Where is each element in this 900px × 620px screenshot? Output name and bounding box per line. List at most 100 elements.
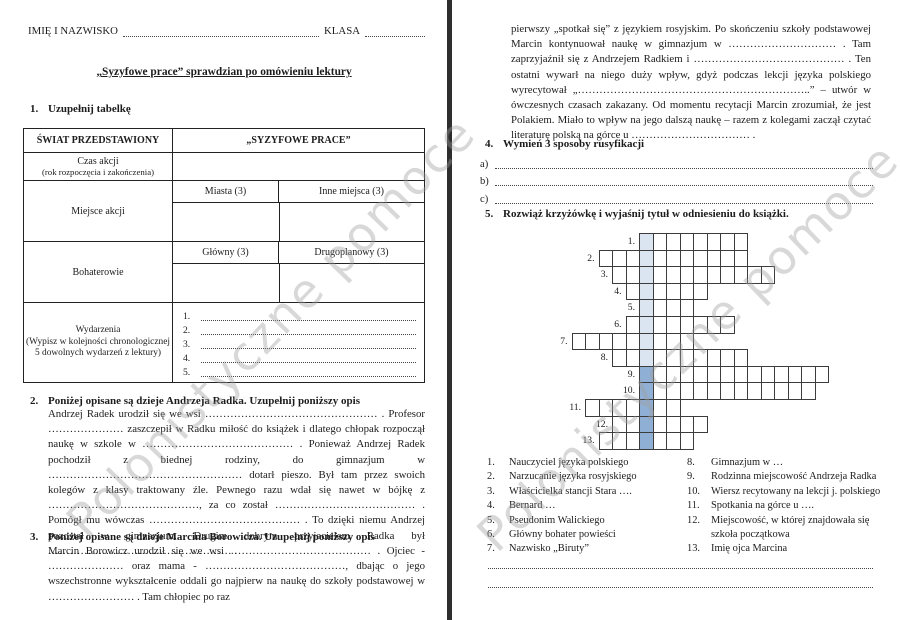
clue-item: 12. Miejscowość, w której znajdowała się … <box>687 514 892 543</box>
crossword-cell <box>666 299 681 317</box>
event-dotted-line <box>201 337 416 349</box>
question-number: 1. <box>30 103 39 115</box>
clue-text: Spotkania na górce u …. <box>711 500 815 512</box>
crossword-cell <box>666 249 681 268</box>
event-number: 2. <box>183 324 191 336</box>
question-4-heading: 4. Wymień 3 sposoby rusyfikacji <box>485 138 885 151</box>
crossword-cell <box>598 332 613 351</box>
question-text: Uzupełnij tabelkę <box>48 103 131 115</box>
crossword-cell <box>679 249 694 268</box>
crossword-row-number: 6. <box>614 319 622 330</box>
miejsce-answer-cells <box>173 203 424 241</box>
crossword-cell <box>706 382 721 400</box>
crossword-row <box>598 249 748 268</box>
crossword-row <box>639 382 816 400</box>
clue-text: Właścicielka stancji Stara …. <box>509 485 632 497</box>
crossword-clues-right: 8. Gimnazjum w … 9. Rodzinna miejscowość An… <box>687 456 892 557</box>
crossword-row-number: 1. <box>627 236 635 247</box>
crossword-cell <box>693 365 708 384</box>
event-blank-line: 5. <box>183 365 416 378</box>
inne-miejsca-answer-cell <box>280 203 424 241</box>
row-label-czas: Czas akcji (rok rozpoczęcia i zakończeni… <box>24 153 173 180</box>
clue-item: 5. Pseudonim Walickiego <box>487 514 682 528</box>
crossword-cell <box>720 233 735 251</box>
crossword-cell <box>693 316 708 334</box>
crossword-cell <box>612 415 627 434</box>
clue-item: 1. Nauczyciel języka polskiego <box>487 456 682 470</box>
crossword-row-number: 9. <box>627 368 635 380</box>
czas-line2: (rok rozpoczęcia i zakończenia) <box>41 167 155 177</box>
crossword-cell <box>625 349 640 367</box>
crossword-cell <box>693 415 708 434</box>
wydarzenia-line2: (Wypisz w kolejności chronologicznej <box>26 336 170 347</box>
crossword-cell <box>625 415 640 434</box>
miejsce-subheaders: Miasta (3) Inne miejsca (3) <box>173 181 424 203</box>
worksheet-page-2: Polonistyczne pomoce pierwszy „spotkał s… <box>452 0 900 620</box>
wydarzenia-line3: 5 dowolnych wydarzeń z lektury) <box>35 348 161 359</box>
crossword-cell <box>733 349 748 367</box>
crossword-cell <box>612 332 627 351</box>
clue-text: Imię ojca Marcina <box>711 543 788 555</box>
clue-item: 13. Imię ojca Marcina <box>687 542 892 556</box>
crossword-key-cell <box>639 382 654 400</box>
crossword-cell <box>679 266 694 284</box>
crossword-cell <box>679 432 694 450</box>
crossword-cell <box>666 233 681 251</box>
table-row-miejsce: Miejsce akcji Miasta (3) Inne miejsca (3… <box>24 180 424 241</box>
crossword-cell <box>612 249 627 268</box>
line-label: b) <box>480 176 489 188</box>
crossword-cell <box>598 249 613 268</box>
bohaterowie-subheaders: Główny (3) Drugoplanowy (3) <box>173 242 424 264</box>
crossword-row-number: 11. <box>569 402 581 413</box>
crossword-cell <box>652 382 667 400</box>
clue-text: Gimnazjum w … <box>711 457 784 468</box>
crossword-row-number: 8. <box>600 352 608 364</box>
crossword-row-number: 7. <box>560 335 568 347</box>
clue-number: 4. <box>487 500 495 512</box>
clue-text: Wiersz recytowany na lekcji j. polskiego <box>711 485 881 497</box>
crossword-cell <box>598 432 613 450</box>
crossword-cell <box>585 399 600 417</box>
crossword-cell <box>652 349 667 367</box>
clue-item: 4. Bernard … <box>487 499 682 513</box>
col1-header: ŚWIAT PRZEDSTAWIONY <box>24 129 173 152</box>
clue-text: Rodzinna miejscowość Andrzeja Radka <box>711 471 877 483</box>
crossword-cell <box>706 365 721 384</box>
clue-number: 5. <box>487 514 495 526</box>
crossword-cell <box>652 415 667 434</box>
crossword-cell <box>693 282 708 301</box>
crossword-row <box>598 432 694 450</box>
crossword-cell <box>706 233 721 251</box>
crossword-cell <box>652 365 667 384</box>
crossword-cell <box>625 282 640 301</box>
rusyfikacja-blank-line: c) <box>480 192 873 205</box>
crossword-key-cell <box>639 365 654 384</box>
question-number: 4. <box>485 138 494 150</box>
name-label: IMIĘ I NAZWISKO <box>28 25 118 37</box>
answer-dotted-line <box>495 174 873 187</box>
crossword-cell <box>693 249 708 268</box>
clue-number: 6. <box>487 529 495 541</box>
answer-dotted-line <box>495 192 873 204</box>
crossword-key-cell <box>639 266 654 284</box>
crossword-cell <box>787 365 802 384</box>
question-3-heading: 3. Poniżej opisane są dzieje Marcina Bor… <box>30 531 430 544</box>
clue-number: 13. <box>687 543 700 555</box>
question-text: Wymień 3 sposoby rusyfikacji <box>503 138 645 150</box>
miejsce-answer-area: Miasta (3) Inne miejsca (3) <box>173 181 424 241</box>
clue-number: 3. <box>487 485 495 497</box>
drugoplanowy-subheader: Drugoplanowy (3) <box>279 242 424 264</box>
crossword-cell <box>706 249 721 268</box>
crossword-cell <box>679 316 694 334</box>
page-gap-divider <box>447 0 452 620</box>
name-class-line: IMIĘ I NAZWISKO KLASA <box>28 25 425 37</box>
crossword-cell <box>814 365 829 384</box>
clue-number: 12. <box>687 514 700 526</box>
crossword-row-number: 2. <box>587 252 595 264</box>
clue-number: 7. <box>487 543 495 555</box>
crossword-key-cell <box>639 316 654 334</box>
clue-item: 11. Spotkania na górce u …. <box>687 499 892 513</box>
table-row-bohaterowie: Bohaterowie Główny (3) Drugoplanowy (3) <box>24 241 424 302</box>
clue-text: Nazwisko „Biruty” <box>509 543 589 555</box>
drugoplanowy-answer-cell <box>280 264 424 302</box>
